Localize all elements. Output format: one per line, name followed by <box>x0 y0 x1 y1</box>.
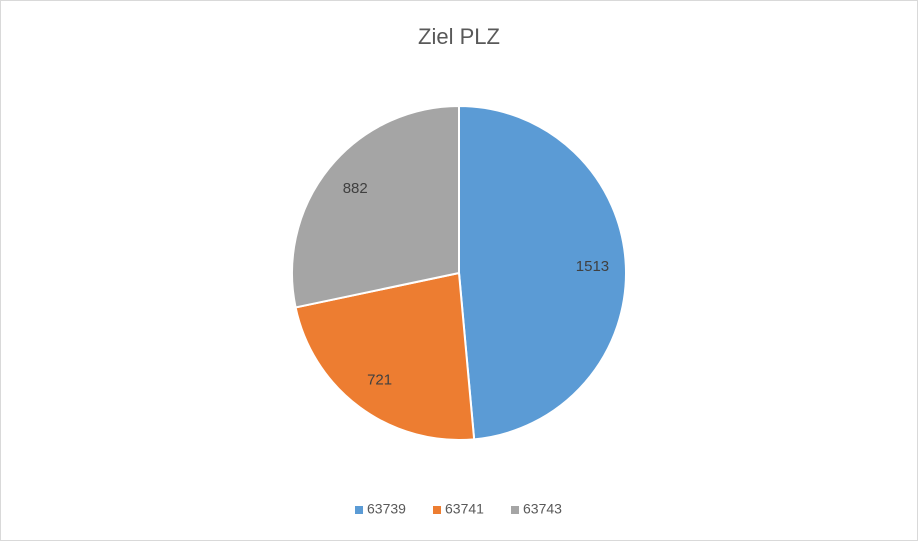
legend-label: 63743 <box>523 501 562 517</box>
legend-marker <box>355 506 363 514</box>
data-label: 721 <box>367 371 392 388</box>
legend-marker <box>433 506 441 514</box>
data-label: 1513 <box>576 258 609 275</box>
legend-marker <box>511 506 519 514</box>
pie-slice <box>291 104 460 309</box>
legend-label: 63741 <box>445 501 484 517</box>
chart-title: Ziel PLZ <box>418 24 500 49</box>
pie-slice <box>458 104 627 441</box>
legend-label: 63739 <box>367 501 406 517</box>
data-label: 882 <box>343 180 368 197</box>
pie-slice <box>294 271 476 441</box>
